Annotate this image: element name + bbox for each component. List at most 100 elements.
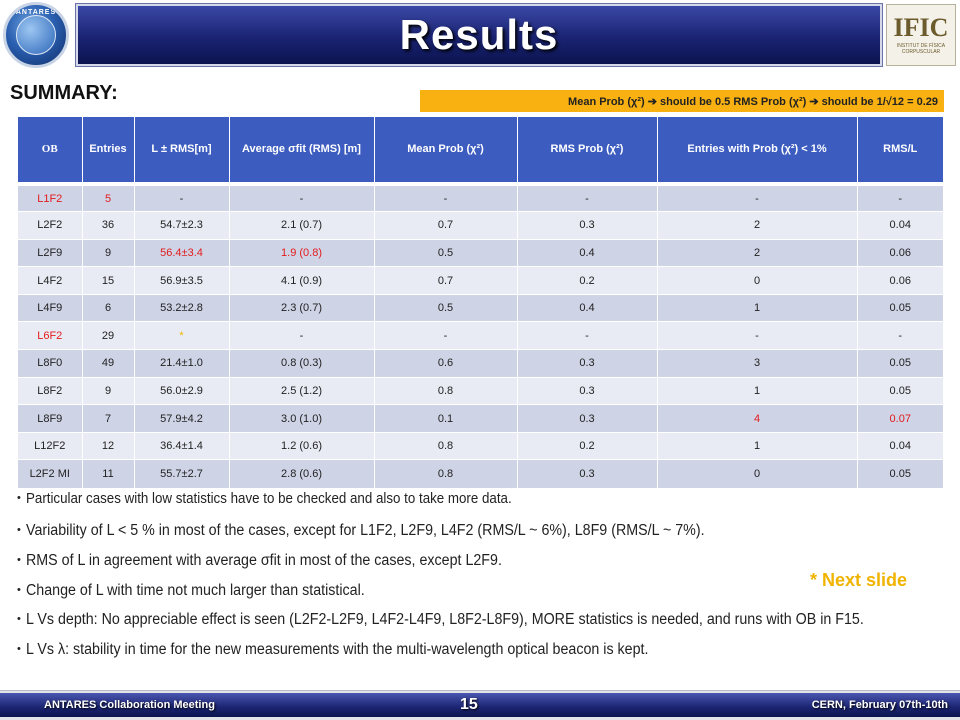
footer: ANTARES Collaboration Meeting 15 CERN, F…: [0, 690, 960, 720]
cell-ob: L8F0: [18, 349, 83, 378]
cell-average-sigma: 1.2 (0.6): [229, 431, 375, 460]
cell-entries: 9: [82, 376, 135, 405]
cell-average-sigma: 2.3 (0.7): [229, 293, 375, 322]
cell-l-rms: -: [134, 182, 230, 212]
next-slide-note: * Next slide: [810, 570, 908, 590]
cell-rms-prob: 0.3: [517, 404, 658, 433]
cell-entries-low-prob: 1: [657, 293, 858, 322]
cell-mean-prob: 0.8: [374, 431, 518, 460]
col-entries-low-prob: Entries with Prob (χ²) < 1%: [657, 117, 858, 184]
cell-average-sigma: 2.8 (0.6): [229, 459, 375, 488]
cell-average-sigma: 4.1 (0.9): [229, 266, 375, 295]
cell-mean-prob: 0.8: [374, 376, 518, 405]
cell-l-rms: *: [134, 321, 230, 350]
table-row: L8F2 9 56.0±2.9 2.5 (1.2) 0.8 0.3 1 0.05: [18, 376, 943, 405]
cell-l-rms: 21.4±1.0: [134, 349, 230, 378]
cell-rms-over-l: 0.05: [857, 459, 943, 488]
cell-entries-low-prob: -: [657, 182, 858, 212]
page-title: Results: [399, 11, 559, 58]
cell-l-rms: 55.7±2.7: [134, 459, 230, 488]
cell-rms-prob: 0.3: [517, 349, 658, 378]
antares-logo-text: ANTARES: [15, 9, 57, 16]
cell-ob: L1F2: [18, 182, 83, 212]
cell-rms-over-l: 0.04: [857, 431, 943, 460]
cell-rms-prob: 0.2: [517, 266, 658, 295]
cell-ob: L4F2: [18, 266, 83, 295]
cell-rms-over-l: 0.07: [857, 404, 943, 433]
cell-entries-low-prob: 1: [657, 431, 858, 460]
cell-rms-prob: 0.3: [517, 459, 658, 488]
ific-logo-subtext: INSTITUT DE FÍSICA CORPUSCULAR: [896, 43, 946, 55]
cell-entries-low-prob: 3: [657, 349, 858, 378]
col-mean-prob: Mean Prob (χ²): [374, 117, 518, 184]
cell-rms-over-l: 0.06: [857, 238, 943, 267]
table-header-row: OB Entries L ± RMS[m] Average σfit (RMS)…: [18, 117, 943, 184]
cell-average-sigma: 3.0 (1.0): [229, 404, 375, 433]
table-row: L12F2 12 36.4±1.4 1.2 (0.6) 0.8 0.2 1 0.04: [18, 431, 943, 460]
table-row: L8F0 49 21.4±1.0 0.8 (0.3) 0.6 0.3 3 0.05: [18, 349, 943, 378]
col-ob: OB: [18, 117, 83, 184]
cell-rms-over-l: 0.05: [857, 293, 943, 322]
cell-rms-prob: 0.4: [517, 293, 658, 322]
cell-l-rms: 53.2±2.8: [134, 293, 230, 322]
col-rms-prob: RMS Prob (χ²): [517, 117, 658, 184]
cell-rms-over-l: 0.05: [857, 376, 943, 405]
cell-l-rms: 57.9±4.2: [134, 404, 230, 433]
cell-mean-prob: 0.8: [374, 459, 518, 488]
cell-mean-prob: 0.6: [374, 349, 518, 378]
col-entries: Entries: [82, 117, 135, 184]
cell-ob: L2F9: [18, 238, 83, 267]
cell-l-rms: 56.9±3.5: [134, 266, 230, 295]
footer-band: [0, 693, 960, 717]
cell-average-sigma: -: [229, 321, 375, 350]
cell-ob: L2F2: [18, 211, 83, 240]
cell-ob: L12F2: [18, 431, 83, 460]
antares-logo: ANTARES: [3, 2, 69, 68]
cell-entries: 29: [82, 321, 135, 350]
cell-mean-prob: 0.1: [374, 404, 518, 433]
table-row: L2F9 9 56.4±3.4 1.9 (0.8) 0.5 0.4 2 0.06: [18, 238, 943, 267]
footer-meeting: ANTARES Collaboration Meeting: [44, 699, 215, 711]
list-item: • Variability of L < 5 % in most of the c…: [17, 522, 705, 540]
cell-entries-low-prob: 2: [657, 238, 858, 267]
footer-location-date: CERN, February 07th-10th: [811, 699, 948, 711]
cell-ob: L6F2: [18, 321, 83, 350]
cell-l-rms: 36.4±1.4: [134, 431, 230, 460]
table-row: L6F2 29 * - - - - -: [18, 321, 943, 350]
cell-entries-low-prob: 2: [657, 211, 858, 240]
cell-l-rms: 56.4±3.4: [134, 238, 230, 267]
cell-mean-prob: -: [374, 182, 518, 212]
list-item: • RMS of L in agreement with average σfit…: [17, 551, 502, 569]
cell-mean-prob: 0.7: [374, 211, 518, 240]
list-item: • L Vs depth: No appreciable effect is se…: [17, 611, 864, 629]
results-table-container: OB Entries L ± RMS[m] Average σfit (RMS)…: [18, 117, 943, 488]
col-rms-over-l: RMS/L: [857, 117, 943, 184]
page-number: 15: [460, 696, 478, 713]
cell-rms-prob: -: [517, 182, 658, 212]
findings-list: • Particular cases with low statistics ha…: [17, 491, 942, 670]
cell-mean-prob: 0.5: [374, 238, 518, 267]
probability-note: Mean Prob (χ²) ➔ should be 0.5 RMS Prob …: [420, 90, 944, 112]
cell-ob: L8F9: [18, 404, 83, 433]
cell-mean-prob: -: [374, 321, 518, 350]
cell-average-sigma: 2.1 (0.7): [229, 211, 375, 240]
results-table: OB Entries L ± RMS[m] Average σfit (RMS)…: [18, 117, 943, 488]
table-row: L4F9 6 53.2±2.8 2.3 (0.7) 0.5 0.4 1 0.05: [18, 293, 943, 322]
globe-icon: [16, 15, 56, 55]
table-row: L1F2 5- - - - - -: [18, 182, 943, 212]
cell-rms-prob: 0.4: [517, 238, 658, 267]
title-bar: Results: [76, 4, 882, 66]
cell-rms-prob: 0.3: [517, 211, 658, 240]
cell-entries: 11: [82, 459, 135, 488]
cell-entries: 36: [82, 211, 135, 240]
cell-average-sigma: 2.5 (1.2): [229, 376, 375, 405]
cell-average-sigma: 0.8 (0.3): [229, 349, 375, 378]
cell-entries: 9: [82, 238, 135, 267]
cell-entries-low-prob: 0: [657, 459, 858, 488]
cell-mean-prob: 0.5: [374, 293, 518, 322]
cell-rms-over-l: -: [857, 182, 943, 212]
table-row: L2F2 36 54.7±2.3 2.1 (0.7) 0.7 0.3 2 0.04: [18, 211, 943, 240]
col-l-rms: L ± RMS[m]: [134, 117, 230, 184]
ific-logo: IFIC INSTITUT DE FÍSICA CORPUSCULAR: [886, 4, 956, 66]
cell-entries-low-prob: 1: [657, 376, 858, 405]
